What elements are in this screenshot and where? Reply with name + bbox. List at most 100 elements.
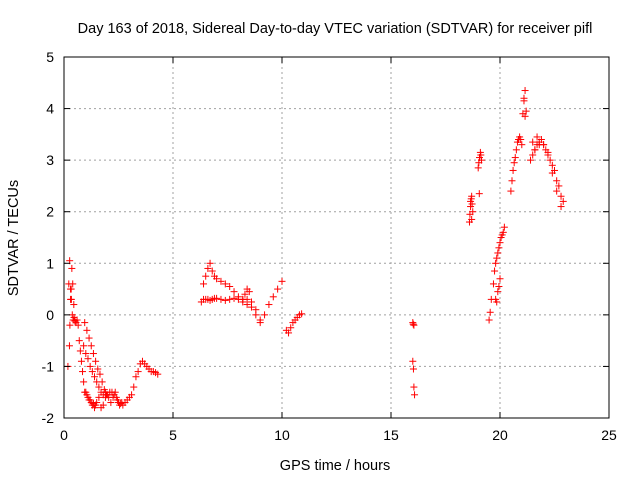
- data-point: [154, 370, 162, 378]
- data-point: [96, 370, 104, 378]
- data-point: [559, 197, 567, 205]
- data-point: [243, 301, 251, 309]
- data-point: [298, 310, 306, 318]
- data-point: [77, 357, 85, 365]
- x-tick-label: 20: [492, 427, 508, 443]
- data-point: [553, 177, 561, 185]
- data-point: [521, 87, 529, 95]
- grid-lines: [64, 57, 609, 418]
- y-axis-label: SDTVAR / TECUs: [6, 180, 22, 296]
- data-point: [95, 393, 103, 401]
- data-point: [508, 177, 516, 185]
- data-point: [213, 294, 221, 302]
- data-point: [512, 146, 520, 154]
- data-point: [67, 285, 75, 293]
- y-tick-label: 1: [46, 255, 54, 271]
- data-point: [529, 151, 537, 159]
- data-point: [69, 280, 77, 288]
- data-point: [132, 373, 140, 381]
- data-point: [557, 203, 565, 211]
- data-point: [241, 290, 249, 298]
- y-tick-label: 0: [46, 307, 54, 323]
- data-point: [80, 378, 88, 386]
- data-point: [495, 282, 503, 290]
- data-point: [468, 215, 476, 223]
- data-point: [109, 393, 117, 401]
- data-point: [485, 316, 493, 324]
- data-point: [492, 259, 500, 267]
- data-point: [527, 156, 535, 164]
- data-point: [274, 285, 282, 293]
- data-point: [99, 401, 107, 409]
- data-point: [409, 320, 417, 328]
- data-point: [67, 295, 75, 303]
- axis-ticks: 0 5 10 15 20 25 -2 -1 0 1 2 3 4 5: [42, 49, 617, 443]
- data-point: [531, 146, 539, 154]
- data-point: [234, 293, 242, 301]
- data-point: [89, 350, 97, 358]
- data-point: [555, 182, 563, 190]
- data-point: [81, 319, 89, 327]
- data-points: [64, 87, 567, 412]
- y-tick-label: 5: [46, 49, 54, 65]
- data-point: [496, 239, 504, 247]
- data-point: [499, 228, 507, 236]
- y-tick-label: 4: [46, 101, 54, 117]
- data-point: [409, 357, 417, 365]
- data-point: [113, 396, 121, 404]
- data-point: [520, 94, 528, 102]
- data-point: [70, 301, 78, 309]
- data-point: [134, 368, 142, 376]
- data-point: [409, 365, 417, 373]
- data-point: [239, 295, 247, 303]
- data-point: [95, 383, 103, 391]
- data-point: [230, 294, 238, 302]
- data-point: [221, 296, 229, 304]
- data-point: [548, 161, 556, 169]
- data-point: [540, 141, 548, 149]
- data-point: [128, 391, 136, 399]
- data-point: [86, 362, 94, 370]
- data-point: [100, 386, 108, 394]
- data-point: [200, 280, 208, 288]
- data-point: [553, 187, 561, 195]
- data-point: [221, 280, 229, 288]
- y-tick-label: 2: [46, 204, 54, 220]
- data-point: [76, 347, 84, 355]
- data-point: [510, 159, 518, 167]
- data-point: [544, 148, 552, 156]
- data-point: [511, 154, 519, 162]
- x-tick-label: 15: [383, 427, 399, 443]
- x-tick-label: 25: [601, 427, 617, 443]
- chart-title: Day 163 of 2018, Sidereal Day-to-day VTE…: [78, 21, 593, 37]
- data-point: [79, 368, 87, 376]
- data-point: [500, 223, 508, 231]
- data-point: [202, 272, 210, 280]
- data-point: [245, 288, 253, 296]
- data-point: [287, 324, 295, 332]
- data-point: [206, 259, 214, 267]
- data-point: [491, 267, 499, 275]
- data-point: [217, 295, 225, 303]
- data-point: [546, 156, 554, 164]
- data-point: [486, 308, 494, 316]
- data-point: [517, 136, 525, 144]
- data-point: [493, 254, 501, 262]
- data-point: [493, 298, 501, 306]
- data-point: [226, 282, 234, 290]
- data-point: [85, 334, 93, 342]
- data-point: [82, 350, 90, 358]
- data-point: [285, 329, 293, 337]
- data-point: [118, 399, 126, 407]
- data-point: [557, 192, 565, 200]
- data-point: [130, 383, 138, 391]
- data-point: [247, 303, 255, 311]
- data-point: [226, 295, 234, 303]
- data-point: [98, 378, 106, 386]
- data-point: [278, 277, 286, 285]
- data-point: [269, 293, 277, 301]
- data-point: [230, 288, 238, 296]
- data-point: [477, 156, 485, 164]
- data-point: [489, 280, 497, 288]
- data-point: [261, 311, 269, 319]
